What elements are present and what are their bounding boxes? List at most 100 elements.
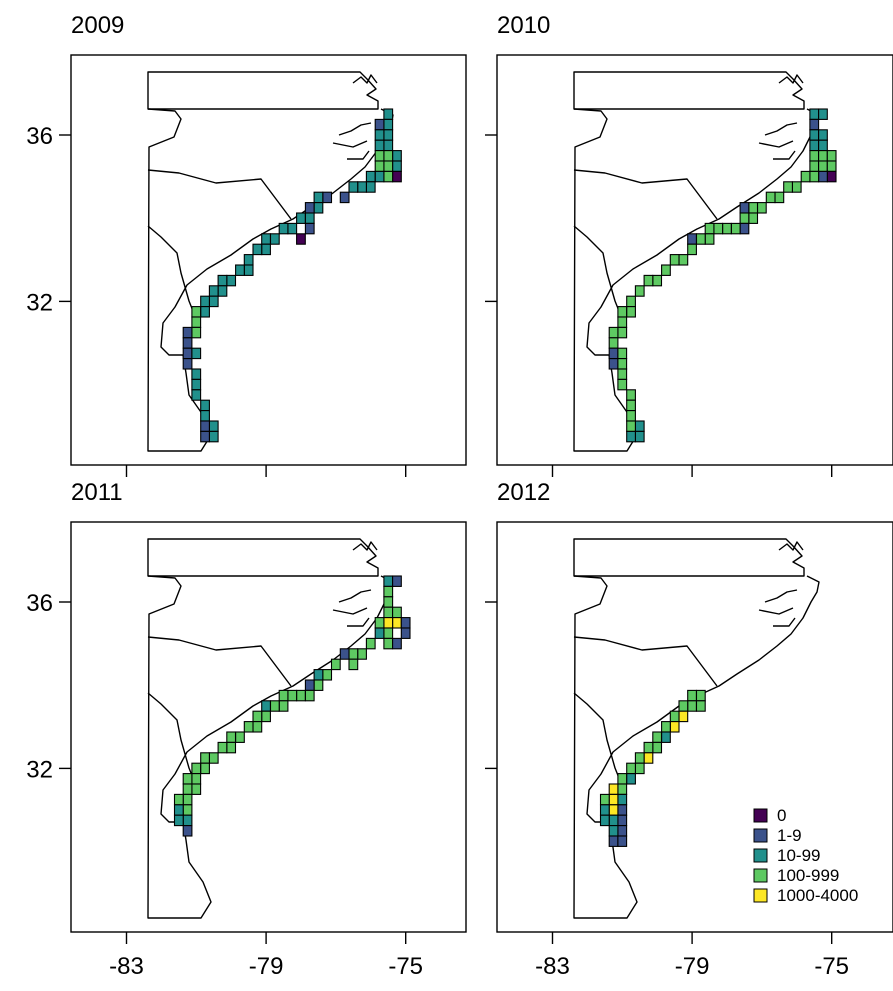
coastline-path	[147, 108, 394, 452]
y-tick-label: 32	[26, 289, 53, 316]
grid-cell	[200, 752, 210, 764]
grid-cell	[617, 793, 628, 806]
grid-cell	[339, 191, 350, 204]
grid-cell	[608, 326, 619, 339]
coastline-path	[147, 575, 394, 919]
grid-cell	[400, 617, 411, 629]
grid-cell	[643, 741, 654, 754]
coastline-path	[352, 541, 378, 551]
grid-cell	[626, 762, 636, 775]
grid-cell	[400, 627, 411, 639]
grid-cell	[392, 617, 402, 629]
grid-cell	[392, 575, 402, 587]
grid-cell	[739, 222, 750, 235]
grid-cell	[191, 326, 202, 339]
grid-cell	[818, 139, 828, 152]
legend-label: 1000-4000	[777, 886, 858, 905]
grid-cell	[634, 420, 645, 432]
coastline	[147, 538, 394, 919]
grid-cell	[809, 160, 820, 172]
grid-cell	[217, 285, 228, 297]
grid-cell	[643, 752, 654, 764]
grid-cell	[296, 689, 306, 702]
grid-cell	[261, 710, 271, 723]
grid-cell	[687, 243, 697, 256]
grid-cell	[217, 274, 228, 287]
legend-swatch	[753, 828, 768, 843]
grid-cell	[226, 731, 237, 743]
grid-cell	[818, 170, 828, 183]
grid-cell	[208, 420, 219, 432]
grid-cell	[191, 389, 202, 401]
grid-cell	[392, 606, 402, 619]
grid-cell	[191, 773, 202, 785]
coastline-path	[758, 589, 798, 627]
legend-swatch	[753, 808, 768, 823]
grid-cell	[304, 679, 315, 691]
grid-cell	[191, 378, 202, 391]
grid-cell	[191, 316, 202, 328]
grid-cell	[626, 420, 636, 432]
grid-cell	[235, 731, 245, 743]
grid-cell	[200, 410, 210, 422]
grid-cell	[173, 814, 184, 827]
grid-cell	[304, 202, 315, 214]
grid-cell	[678, 710, 689, 723]
grid-cell	[383, 118, 394, 131]
grid-cell	[626, 399, 636, 412]
panel-title: 2012	[497, 479, 550, 506]
grid-cell	[652, 741, 663, 754]
grid-cell	[695, 700, 706, 712]
grid-cell	[599, 793, 610, 806]
y-tick-label: 36	[26, 590, 53, 617]
grid-cell	[322, 191, 333, 204]
coastline-path	[573, 692, 620, 779]
grid-cell	[626, 410, 636, 422]
grid-cell	[392, 160, 402, 172]
grid-cell	[208, 430, 219, 443]
grid-cell	[608, 783, 619, 795]
grid-cell	[374, 129, 385, 141]
grid-cell	[322, 669, 333, 681]
grid-cell	[261, 233, 271, 245]
x-tick-label: -83	[109, 953, 144, 980]
grid-cell	[626, 389, 636, 401]
grid-cell	[374, 627, 385, 639]
grid-cell	[191, 306, 202, 318]
panel-frame	[70, 54, 467, 466]
grid-cell	[392, 150, 402, 162]
grid-cell	[243, 264, 254, 276]
legend-swatch	[753, 868, 768, 883]
coastline-path	[147, 225, 194, 312]
grid-cell	[269, 233, 280, 245]
grid-cell	[173, 804, 184, 816]
grid-cell	[809, 170, 820, 183]
panel-frame	[496, 521, 893, 933]
grid-cell	[626, 306, 636, 318]
grid-cell	[200, 306, 210, 318]
grid-cell	[383, 585, 394, 598]
grid-cell	[191, 762, 202, 775]
coastline-path	[332, 589, 372, 627]
grid-cell	[739, 202, 750, 214]
y-tick-label: 36	[26, 123, 53, 150]
abundance-cells	[182, 108, 402, 443]
grid-cell	[826, 150, 837, 162]
grid-cell	[730, 222, 741, 235]
legend-label: 1-9	[777, 826, 802, 845]
grid-cell	[756, 202, 767, 214]
grid-cell	[617, 316, 628, 328]
grid-cell	[669, 254, 680, 266]
coastline-path	[573, 169, 718, 220]
legend-label: 10-99	[777, 846, 820, 865]
grid-cell	[617, 347, 628, 360]
grid-cell	[304, 689, 315, 702]
grid-cell	[617, 306, 628, 318]
grid-cell	[617, 804, 628, 816]
grid-cell	[182, 793, 193, 806]
grid-cell	[608, 793, 619, 806]
grid-cell	[608, 337, 619, 349]
grid-cell	[200, 420, 210, 432]
grid-cell	[818, 108, 828, 120]
coastline-path	[778, 74, 804, 84]
